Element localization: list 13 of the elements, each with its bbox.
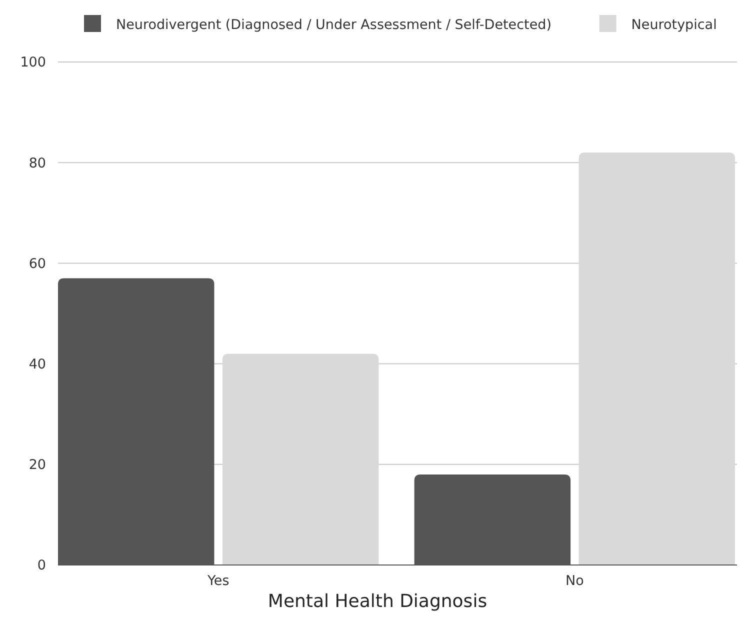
x-axis-title: Mental Health Diagnosis <box>268 591 488 612</box>
y-tick-label: 60 <box>28 256 46 272</box>
y-tick-label: 100 <box>20 54 46 71</box>
y-tick-label: 0 <box>37 558 46 574</box>
y-tick-label: 20 <box>28 457 46 474</box>
y-tick-label: 80 <box>28 155 46 172</box>
legend-label: Neurodivergent (Diagnosed / Under Assessment / Self-Detected) <box>116 17 552 33</box>
x-tick-label: Yes <box>206 573 230 589</box>
bar <box>222 354 379 565</box>
x-tick-label: No <box>565 573 584 589</box>
y-tick-label: 40 <box>28 356 46 373</box>
legend-label: Neurotypical <box>631 17 717 33</box>
bar <box>578 152 735 565</box>
